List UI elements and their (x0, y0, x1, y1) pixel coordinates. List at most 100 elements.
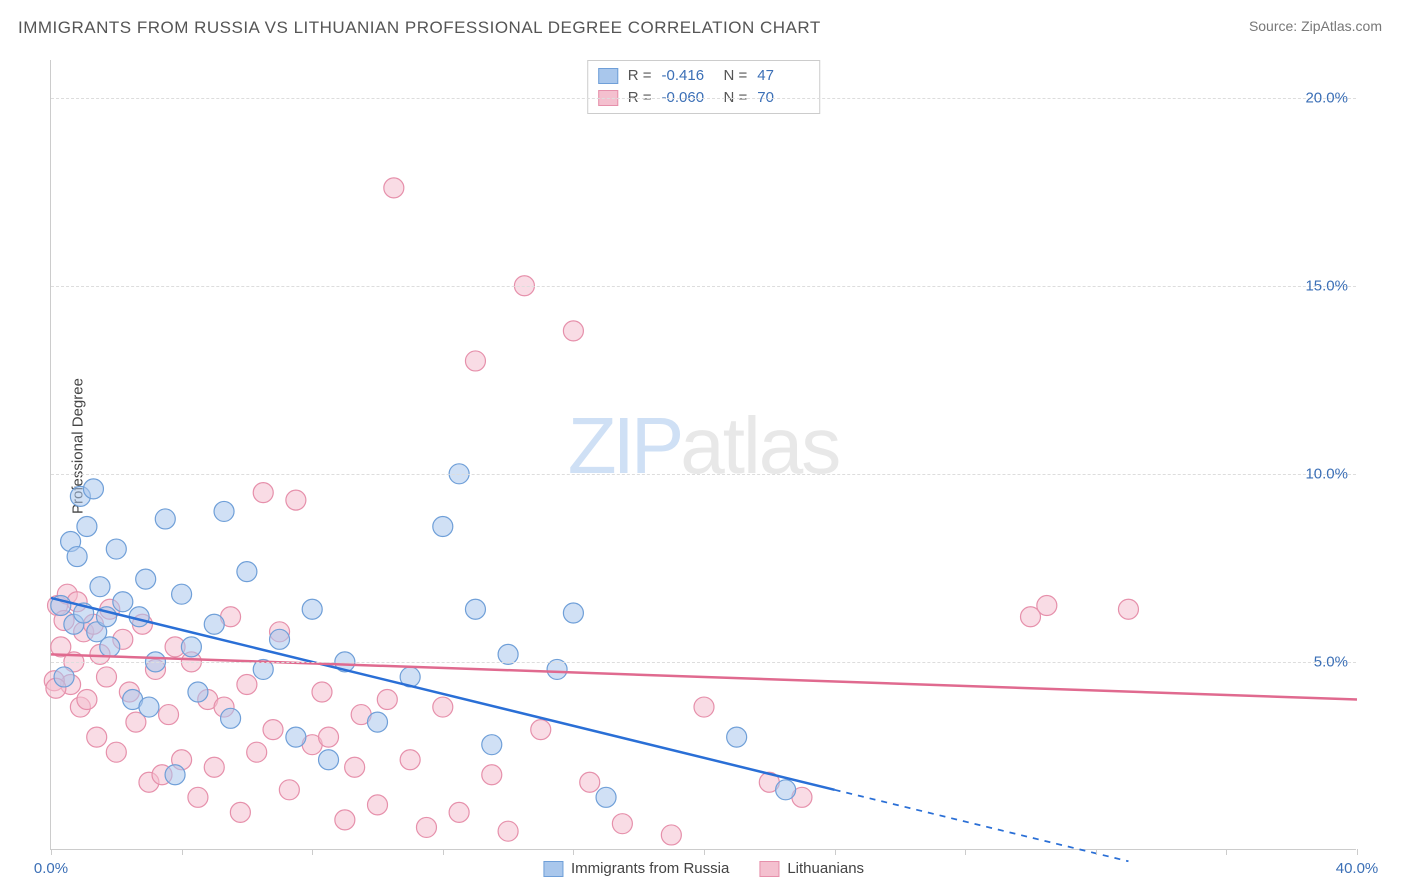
r-label-1: R = (628, 65, 652, 87)
data-point (482, 765, 502, 785)
data-point (87, 727, 107, 747)
plot-area: ZIPatlas R = -0.416 N = 47 R = -0.060 N … (50, 60, 1356, 850)
y-tick-label: 5.0% (1314, 653, 1348, 670)
data-point (155, 509, 175, 529)
data-point (776, 780, 796, 800)
source-attribution: Source: ZipAtlas.com (1249, 18, 1382, 34)
data-point (237, 674, 257, 694)
data-point (113, 592, 133, 612)
bottom-legend: Immigrants from Russia Lithuanians (543, 860, 864, 877)
data-point (433, 516, 453, 536)
data-point (319, 727, 339, 747)
grid-line (51, 474, 1356, 475)
x-tick (965, 849, 966, 855)
data-point (286, 490, 306, 510)
data-point (465, 351, 485, 371)
x-tick-label: 0.0% (34, 860, 68, 877)
y-tick-label: 20.0% (1305, 89, 1348, 106)
x-tick (704, 849, 705, 855)
data-point (612, 814, 632, 834)
data-point (563, 603, 583, 623)
data-point (106, 742, 126, 762)
data-point (498, 821, 518, 841)
data-point (279, 780, 299, 800)
trend-line (51, 598, 835, 790)
r-value-1: -0.416 (662, 65, 714, 87)
data-point (83, 479, 103, 499)
x-tick (51, 849, 52, 855)
data-point (319, 750, 339, 770)
data-point (286, 727, 306, 747)
data-point (400, 750, 420, 770)
data-point (263, 720, 283, 740)
data-point (1037, 595, 1057, 615)
data-point (270, 629, 290, 649)
data-point (335, 810, 355, 830)
data-point (449, 802, 469, 822)
data-point (100, 637, 120, 657)
data-point (214, 501, 234, 521)
legend-item-1: Immigrants from Russia (543, 860, 729, 877)
stats-legend-box: R = -0.416 N = 47 R = -0.060 N = 70 (587, 60, 821, 114)
data-point (54, 667, 74, 687)
data-point (77, 516, 97, 536)
data-point (97, 667, 117, 687)
data-point (230, 802, 250, 822)
x-tick (835, 849, 836, 855)
chart-svg (51, 60, 1356, 849)
data-point (90, 577, 110, 597)
x-tick (182, 849, 183, 855)
data-point (106, 539, 126, 559)
data-point (136, 569, 156, 589)
trend-line-dashed (835, 790, 1129, 861)
data-point (416, 817, 436, 837)
y-tick-label: 15.0% (1305, 277, 1348, 294)
n-label-1: N = (724, 65, 748, 87)
data-point (253, 483, 273, 503)
data-point (165, 765, 185, 785)
data-point (139, 697, 159, 717)
data-point (237, 562, 257, 582)
data-point (77, 690, 97, 710)
data-point (204, 614, 224, 634)
x-tick (443, 849, 444, 855)
n-value-1: 47 (757, 65, 809, 87)
data-point (465, 599, 485, 619)
x-tick (1226, 849, 1227, 855)
data-point (377, 690, 397, 710)
data-point (204, 757, 224, 777)
data-point (384, 178, 404, 198)
data-point (221, 708, 241, 728)
data-point (661, 825, 681, 845)
data-point (302, 599, 322, 619)
data-point (368, 712, 388, 732)
y-tick-label: 10.0% (1305, 465, 1348, 482)
data-point (188, 682, 208, 702)
data-point (181, 637, 201, 657)
stats-row-series-1: R = -0.416 N = 47 (598, 65, 810, 87)
data-point (159, 705, 179, 725)
data-point (345, 757, 365, 777)
data-point (531, 720, 551, 740)
data-point (1118, 599, 1138, 619)
grid-line (51, 98, 1356, 99)
data-point (67, 547, 87, 567)
x-tick (573, 849, 574, 855)
data-point (368, 795, 388, 815)
data-point (482, 735, 502, 755)
data-point (596, 787, 616, 807)
data-point (580, 772, 600, 792)
x-tick-label: 40.0% (1336, 860, 1379, 877)
data-point (433, 697, 453, 717)
data-point (247, 742, 267, 762)
data-point (172, 584, 192, 604)
legend-swatch-1 (543, 861, 563, 877)
legend-label-2: Lithuanians (787, 860, 864, 877)
swatch-series-1 (598, 68, 618, 84)
legend-swatch-2 (759, 861, 779, 877)
chart-title: IMMIGRANTS FROM RUSSIA VS LITHUANIAN PRO… (18, 18, 821, 38)
data-point (312, 682, 332, 702)
x-tick (1096, 849, 1097, 855)
grid-line (51, 286, 1356, 287)
legend-label-1: Immigrants from Russia (571, 860, 729, 877)
